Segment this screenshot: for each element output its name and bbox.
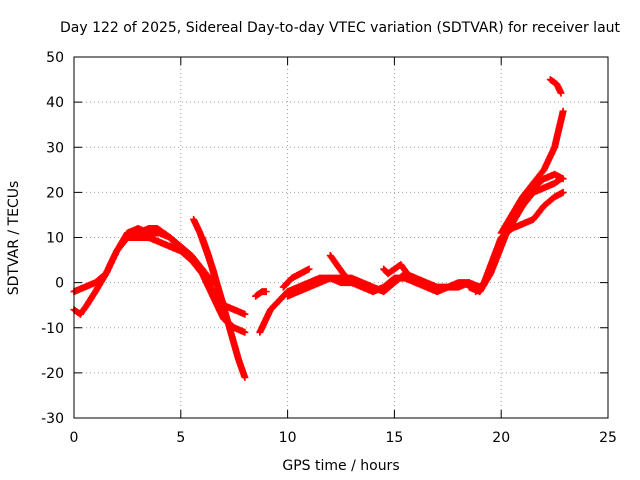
- series-markers: [465, 170, 567, 296]
- y-axis-label: SDTVAR / TECUs: [6, 181, 22, 296]
- series-markers: [380, 261, 411, 278]
- series-markers: [546, 76, 565, 97]
- series-markers: [326, 252, 356, 287]
- y-tick-label: 30: [46, 140, 64, 156]
- x-tick-label: 10: [279, 430, 297, 446]
- series-track-i: [279, 265, 313, 291]
- series-markers: [472, 188, 567, 296]
- series-track-k: [380, 261, 411, 278]
- series-markers: [70, 234, 249, 336]
- x-tick-label: 5: [176, 430, 185, 446]
- series-markers: [252, 288, 270, 300]
- series-track-b: [70, 234, 249, 336]
- x-axis-label: GPS time / hours: [282, 458, 399, 474]
- series-markers: [508, 175, 565, 228]
- series-track-j: [326, 252, 356, 287]
- x-tick-label: 15: [385, 430, 403, 446]
- chart-title: Day 122 of 2025, Sidereal Day-to-day VTE…: [60, 20, 621, 36]
- y-tick-label: 20: [46, 185, 64, 201]
- x-tick-label: 0: [70, 430, 79, 446]
- series-track-c: [123, 225, 217, 287]
- data-points: [70, 76, 567, 381]
- y-tick-label: 0: [55, 276, 64, 292]
- series-markers: [497, 107, 567, 237]
- y-tick-label: -30: [41, 411, 64, 427]
- series-track-f: [252, 288, 270, 300]
- x-tick-label: 20: [492, 430, 510, 446]
- series-track-p: [546, 76, 565, 97]
- y-tick-label: 40: [46, 95, 64, 111]
- series-markers: [284, 270, 473, 300]
- series-track-m: [472, 188, 567, 296]
- y-tick-label: -20: [41, 366, 64, 382]
- y-tick-label: -10: [41, 321, 64, 337]
- series-track-e: [198, 234, 227, 309]
- series-track-n: [497, 107, 567, 237]
- y-tick-label: 10: [46, 231, 64, 247]
- y-axis-ticks: -30 -20 -10 0 10 20 30 40 50: [41, 50, 608, 427]
- x-tick-label: 25: [599, 430, 617, 446]
- series-track-h: [284, 270, 473, 300]
- series-track-o: [508, 175, 565, 228]
- x-axis-ticks: 0 5 10 15 20 25: [70, 57, 617, 446]
- series-track-l: [465, 170, 567, 296]
- series-markers: [198, 234, 227, 309]
- y-tick-label: 50: [46, 50, 64, 66]
- series-markers: [279, 265, 313, 291]
- series-markers: [123, 225, 217, 287]
